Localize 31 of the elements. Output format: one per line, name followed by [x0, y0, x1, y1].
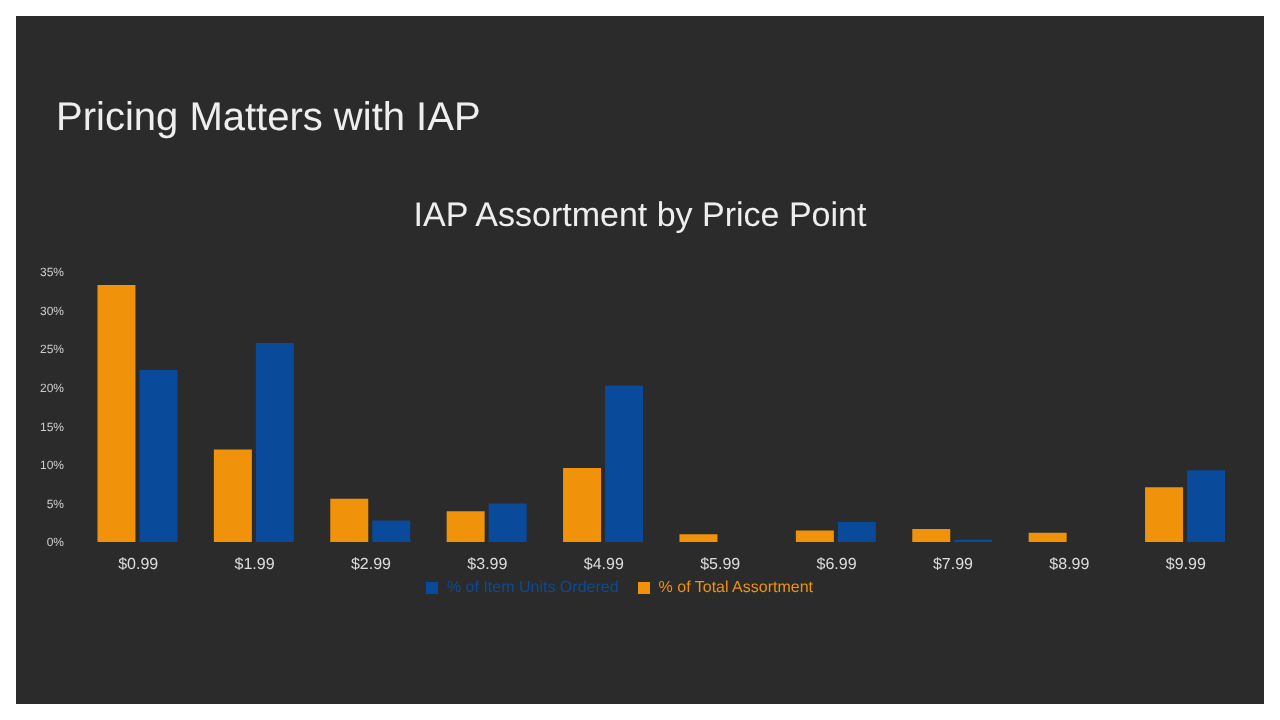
bar [563, 467, 602, 542]
bar [97, 285, 136, 542]
x-tick-label: $5.99 [700, 555, 742, 574]
x-tick-label: $3.99 [467, 555, 509, 574]
bar [1187, 470, 1226, 542]
legend-label: % of Item Units Ordered [446, 578, 619, 596]
chart-subtitle: IAP Assortment by Price Point [411, 196, 869, 236]
bar [795, 530, 834, 542]
bar [679, 534, 718, 542]
bar [1145, 487, 1184, 542]
bar [213, 449, 252, 542]
x-tick-label: $7.99 [932, 555, 975, 574]
bar [139, 369, 178, 542]
bar [330, 498, 369, 542]
bar [605, 385, 644, 542]
bar [1028, 532, 1067, 542]
bar [446, 511, 485, 542]
bar [488, 503, 527, 542]
x-tick-label: $9.99 [1165, 555, 1207, 574]
x-tick-label: $0.99 [118, 555, 160, 574]
chart-title: Pricing Matters with IAP [56, 96, 481, 142]
x-tick-label: $8.99 [1049, 555, 1091, 574]
x-tick-label: $6.99 [816, 555, 858, 574]
bar [912, 528, 951, 542]
x-tick-label: $2.99 [350, 555, 393, 574]
legend-label: % of Total Assortment [658, 578, 814, 596]
x-tick-label: $4.99 [583, 555, 625, 574]
bar [255, 342, 294, 542]
bar [372, 520, 411, 542]
x-tick-label: $1.99 [234, 555, 276, 574]
bar [837, 521, 876, 542]
